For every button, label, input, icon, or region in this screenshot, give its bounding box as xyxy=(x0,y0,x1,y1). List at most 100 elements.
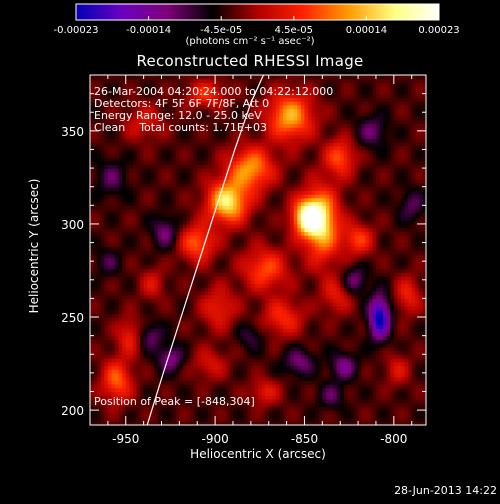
heatmap-cell xyxy=(405,313,409,317)
heatmap-cell xyxy=(244,272,248,276)
heatmap-cell xyxy=(308,358,312,362)
heatmap-cell xyxy=(187,313,191,317)
heatmap-cell xyxy=(190,362,194,366)
heatmap-cell xyxy=(272,384,276,388)
heatmap-cell xyxy=(183,369,187,373)
heatmap-cell xyxy=(319,384,323,388)
heatmap-cell xyxy=(294,269,298,273)
heatmap-cell xyxy=(129,250,133,254)
heatmap-cell xyxy=(405,324,409,328)
heatmap-cell xyxy=(401,358,405,362)
heatmap-cell xyxy=(144,317,148,321)
heatmap-cell xyxy=(97,254,101,258)
heatmap-cell xyxy=(147,269,151,273)
heatmap-cell xyxy=(222,328,226,332)
heatmap-cell xyxy=(229,321,233,325)
heatmap-cell xyxy=(315,257,319,261)
heatmap-cell xyxy=(258,287,262,291)
heatmap-cell xyxy=(365,310,369,314)
heatmap-cell xyxy=(297,302,301,306)
heatmap-cell xyxy=(229,257,233,261)
heatmap-cell xyxy=(276,403,280,407)
heatmap-cell xyxy=(247,306,251,310)
heatmap-cell xyxy=(161,228,165,232)
heatmap-cell xyxy=(169,291,173,295)
heatmap-cell xyxy=(394,362,398,366)
heatmap-cell xyxy=(233,380,237,384)
heatmap-cell xyxy=(204,354,208,358)
heatmap-cell xyxy=(215,306,219,310)
heatmap-cell xyxy=(201,362,205,366)
heatmap-cell xyxy=(201,231,205,235)
heatmap-cell xyxy=(329,373,333,377)
heatmap-cell xyxy=(219,250,223,254)
heatmap-cell xyxy=(258,272,262,276)
heatmap-cell xyxy=(365,403,369,407)
heatmap-cell xyxy=(147,321,151,325)
heatmap-cell xyxy=(154,295,158,299)
heatmap-cell xyxy=(340,250,344,254)
heatmap-cell xyxy=(183,261,187,265)
heatmap-cell xyxy=(358,391,362,395)
heatmap-cell xyxy=(283,269,287,273)
heatmap-cell xyxy=(94,414,98,418)
heatmap-cell xyxy=(376,351,380,355)
heatmap-cell xyxy=(312,295,316,299)
heatmap-cell xyxy=(344,261,348,265)
heatmap-cell xyxy=(187,239,191,243)
heatmap-cell xyxy=(283,406,287,410)
heatmap-cell xyxy=(158,228,162,232)
heatmap-cell xyxy=(287,336,291,340)
heatmap-cell xyxy=(194,343,198,347)
heatmap-cell xyxy=(165,243,169,247)
heatmap-cell xyxy=(194,373,198,377)
heatmap-cell xyxy=(340,399,344,403)
heatmap-cell xyxy=(172,362,176,366)
heatmap-cell xyxy=(376,384,380,388)
heatmap-cell xyxy=(397,388,401,392)
heatmap-cell xyxy=(312,351,316,355)
heatmap-cell xyxy=(265,328,269,332)
heatmap-cell xyxy=(111,228,115,232)
heatmap-cell xyxy=(304,261,308,265)
heatmap-cell xyxy=(237,321,241,325)
heatmap-cell xyxy=(376,295,380,299)
heatmap-cell xyxy=(394,380,398,384)
heatmap-cell xyxy=(158,339,162,343)
heatmap-cell xyxy=(94,380,98,384)
heatmap-cell xyxy=(147,336,151,340)
heatmap-cell xyxy=(376,328,380,332)
heatmap-cell xyxy=(215,321,219,325)
heatmap-cell xyxy=(365,395,369,399)
heatmap-cell xyxy=(297,228,301,232)
heatmap-cell xyxy=(276,377,280,381)
heatmap-cell xyxy=(190,254,194,258)
heatmap-cell xyxy=(369,228,373,232)
heatmap-cell xyxy=(258,336,262,340)
heatmap-cell xyxy=(358,295,362,299)
heatmap-cell xyxy=(312,250,316,254)
heatmap-cell xyxy=(283,395,287,399)
heatmap-cell xyxy=(329,418,333,422)
heatmap-cell xyxy=(340,313,344,317)
heatmap-cell xyxy=(165,276,169,280)
heatmap-cell xyxy=(233,291,237,295)
heatmap-cell xyxy=(212,261,216,265)
heatmap-cell xyxy=(301,380,305,384)
heatmap-cell xyxy=(247,228,251,232)
heatmap-cell xyxy=(290,373,294,377)
heatmap-cell xyxy=(269,228,273,232)
heatmap-cell xyxy=(183,388,187,392)
heatmap-cell xyxy=(136,354,140,358)
heatmap-cell xyxy=(401,410,405,414)
heatmap-cell xyxy=(405,328,409,332)
heatmap-cell xyxy=(394,269,398,273)
heatmap-cell xyxy=(326,317,330,321)
heatmap-cell xyxy=(340,339,344,343)
heatmap-cell xyxy=(387,369,391,373)
heatmap-cell xyxy=(376,365,380,369)
heatmap-cell xyxy=(222,365,226,369)
heatmap-cell xyxy=(126,324,130,328)
heatmap-cell xyxy=(322,231,326,235)
heatmap-cell xyxy=(397,228,401,232)
